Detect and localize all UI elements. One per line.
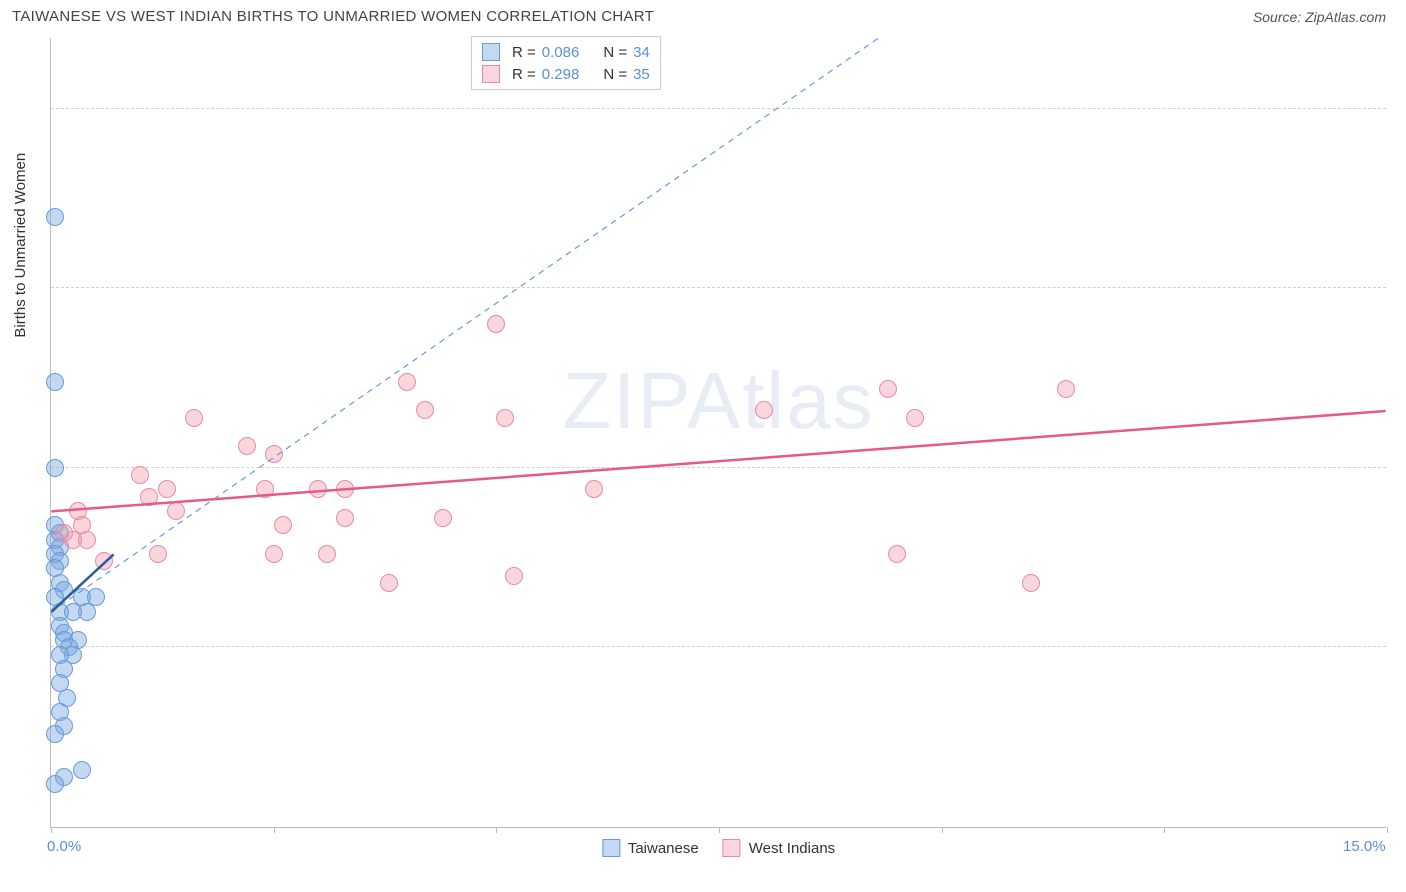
data-point bbox=[55, 524, 73, 542]
data-point bbox=[158, 480, 176, 498]
data-point bbox=[46, 459, 64, 477]
data-point bbox=[78, 531, 96, 549]
trend-lines-layer bbox=[51, 38, 1386, 827]
data-point bbox=[46, 208, 64, 226]
data-point bbox=[906, 409, 924, 427]
data-point bbox=[755, 401, 773, 419]
legend-item: Taiwanese bbox=[602, 839, 699, 857]
data-point bbox=[149, 545, 167, 563]
series-legend: Taiwanese West Indians bbox=[602, 839, 835, 857]
n-label: N = bbox=[603, 66, 627, 83]
data-point bbox=[95, 552, 113, 570]
data-point bbox=[274, 516, 292, 534]
legend-swatch bbox=[723, 839, 741, 857]
x-tick bbox=[942, 827, 943, 833]
data-point bbox=[416, 401, 434, 419]
data-point bbox=[336, 480, 354, 498]
watermark-text: ZIPAtlas bbox=[562, 355, 874, 447]
legend-swatch bbox=[602, 839, 620, 857]
data-point bbox=[380, 574, 398, 592]
n-label: N = bbox=[603, 44, 627, 61]
data-point bbox=[318, 545, 336, 563]
data-point bbox=[265, 445, 283, 463]
x-tick bbox=[1387, 827, 1388, 833]
x-tick bbox=[496, 827, 497, 833]
data-point bbox=[1022, 574, 1040, 592]
data-point bbox=[140, 488, 158, 506]
gridline-horizontal bbox=[51, 646, 1386, 647]
r-value: 0.298 bbox=[542, 66, 580, 83]
legend-swatch bbox=[482, 43, 500, 61]
data-point bbox=[398, 373, 416, 391]
stats-legend: R = 0.086 N = 34 R = 0.298 N = 35 bbox=[471, 36, 661, 90]
stats-legend-row: R = 0.298 N = 35 bbox=[482, 63, 650, 85]
data-point bbox=[336, 509, 354, 527]
y-axis-title: Births to Unmarried Women bbox=[12, 153, 29, 338]
data-point bbox=[309, 480, 327, 498]
legend-item: West Indians bbox=[723, 839, 835, 857]
r-label: R = bbox=[512, 66, 536, 83]
x-tick bbox=[274, 827, 275, 833]
legend-label: Taiwanese bbox=[628, 840, 699, 857]
data-point bbox=[73, 761, 91, 779]
stats-legend-row: R = 0.086 N = 34 bbox=[482, 41, 650, 63]
data-point bbox=[496, 409, 514, 427]
data-point bbox=[46, 775, 64, 793]
data-point bbox=[256, 480, 274, 498]
source-label: Source: ZipAtlas.com bbox=[1253, 9, 1386, 25]
legend-label: West Indians bbox=[749, 840, 835, 857]
gridline-horizontal bbox=[51, 287, 1386, 288]
chart-title: TAIWANESE VS WEST INDIAN BIRTHS TO UNMAR… bbox=[12, 8, 654, 25]
x-tick bbox=[719, 827, 720, 833]
x-tick-label: 15.0% bbox=[1343, 838, 1386, 855]
data-point bbox=[888, 545, 906, 563]
data-point bbox=[487, 315, 505, 333]
data-point bbox=[1057, 380, 1075, 398]
n-value: 34 bbox=[633, 44, 650, 61]
data-point bbox=[185, 409, 203, 427]
gridline-horizontal bbox=[51, 108, 1386, 109]
data-point bbox=[265, 545, 283, 563]
data-point bbox=[434, 509, 452, 527]
x-tick-label: 0.0% bbox=[47, 838, 81, 855]
chart-plot-area: ZIPAtlas R = 0.086N = 34R = 0.298N = 35 … bbox=[50, 38, 1386, 828]
x-tick bbox=[1164, 827, 1165, 833]
data-point bbox=[585, 480, 603, 498]
gridline-horizontal bbox=[51, 467, 1386, 468]
data-point bbox=[46, 373, 64, 391]
x-tick bbox=[51, 827, 52, 833]
data-point bbox=[46, 725, 64, 743]
data-point bbox=[64, 603, 82, 621]
r-label: R = bbox=[512, 44, 536, 61]
legend-swatch bbox=[482, 65, 500, 83]
n-value: 35 bbox=[633, 66, 650, 83]
data-point bbox=[879, 380, 897, 398]
data-point bbox=[167, 502, 185, 520]
data-point bbox=[131, 466, 149, 484]
data-point bbox=[505, 567, 523, 585]
data-point bbox=[238, 437, 256, 455]
r-value: 0.086 bbox=[542, 44, 580, 61]
